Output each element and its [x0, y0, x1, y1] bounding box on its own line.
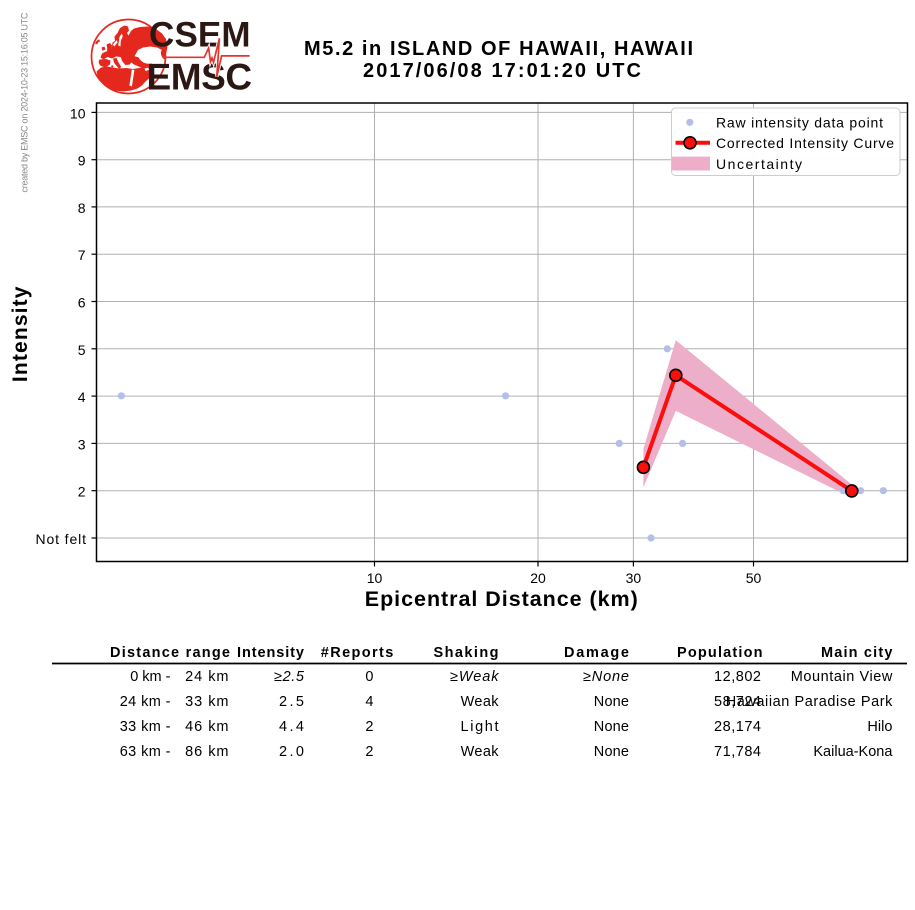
svg-text:8: 8: [78, 200, 86, 216]
svg-text:Main city: Main city: [821, 645, 892, 661]
svg-text:2: 2: [365, 719, 373, 735]
svg-text:2.0: 2.0: [279, 744, 304, 760]
svg-text:30: 30: [626, 570, 642, 586]
svg-text:24 km -: 24 km -: [120, 694, 171, 710]
svg-text:12,802: 12,802: [714, 669, 761, 685]
svg-text:None: None: [594, 744, 629, 760]
svg-text:3: 3: [78, 436, 86, 452]
svg-text:2.5: 2.5: [279, 694, 304, 710]
svg-text:Shaking: Shaking: [434, 645, 499, 661]
svg-text:created by EMSC on 2024-10-23: created by EMSC on 2024-10-23 15:16:05 U…: [20, 12, 30, 193]
svg-text:Damage: Damage: [564, 645, 629, 661]
svg-text:Intensity: Intensity: [9, 286, 32, 382]
svg-text:Hilo: Hilo: [867, 719, 892, 735]
svg-text:10: 10: [367, 570, 383, 586]
svg-text:5: 5: [78, 342, 86, 358]
svg-text:EMSC: EMSC: [147, 57, 252, 98]
svg-text:86 km: 86 km: [185, 744, 228, 760]
svg-text:10: 10: [70, 105, 86, 121]
svg-text:Uncertainty: Uncertainty: [716, 156, 802, 172]
svg-text:50: 50: [746, 570, 762, 586]
svg-text:Population: Population: [677, 645, 763, 661]
svg-text:M5.2 in ISLAND OF HAWAII, HAWA: M5.2 in ISLAND OF HAWAII, HAWAII: [304, 38, 693, 60]
svg-text:0: 0: [365, 669, 373, 685]
svg-text:2: 2: [78, 484, 86, 500]
svg-text:0 km -: 0 km -: [130, 669, 170, 685]
svg-text:2017/06/08 17:01:20 UTC: 2017/06/08 17:01:20 UTC: [363, 60, 641, 82]
svg-text:4.4: 4.4: [279, 719, 304, 735]
svg-text:Epicentral Distance (km): Epicentral Distance (km): [365, 587, 638, 611]
svg-text:Weak: Weak: [461, 694, 500, 710]
svg-text:≥None: ≥None: [583, 669, 629, 685]
svg-text:71,784: 71,784: [714, 744, 761, 760]
svg-text:Not felt: Not felt: [36, 531, 87, 547]
svg-text:None: None: [594, 694, 629, 710]
svg-text:Kailua-Kona: Kailua-Kona: [813, 744, 893, 760]
svg-text:Mountain View: Mountain View: [791, 669, 893, 685]
svg-text:7: 7: [78, 247, 86, 263]
svg-text:33 km -: 33 km -: [120, 719, 171, 735]
svg-text:6: 6: [78, 295, 86, 311]
svg-text:#Reports: #Reports: [321, 645, 394, 661]
svg-text:4: 4: [365, 694, 373, 710]
svg-text:Intensity: Intensity: [237, 645, 304, 661]
svg-text:4: 4: [78, 389, 86, 405]
svg-text:63 km -: 63 km -: [120, 744, 171, 760]
svg-text:58,724: 58,724: [714, 694, 761, 710]
svg-text:Corrected Intensity Curve: Corrected Intensity Curve: [716, 135, 894, 151]
svg-text:2: 2: [365, 744, 373, 760]
svg-text:CSEM: CSEM: [149, 15, 250, 54]
svg-text:Light: Light: [461, 719, 499, 735]
svg-text:Weak: Weak: [461, 744, 500, 760]
svg-text:Hawaiian Paradise Park: Hawaiian Paradise Park: [726, 694, 893, 710]
svg-text:Raw intensity data point: Raw intensity data point: [716, 115, 883, 131]
svg-text:20: 20: [530, 570, 546, 586]
svg-text:46 km: 46 km: [185, 719, 228, 735]
svg-text:None: None: [594, 719, 629, 735]
svg-text:≥Weak: ≥Weak: [450, 669, 499, 685]
svg-text:9: 9: [78, 153, 86, 169]
svg-text:24 km: 24 km: [185, 669, 228, 685]
svg-text:28,174: 28,174: [714, 719, 761, 735]
svg-text:33 km: 33 km: [185, 694, 228, 710]
svg-text:≥2.5: ≥2.5: [274, 669, 305, 685]
